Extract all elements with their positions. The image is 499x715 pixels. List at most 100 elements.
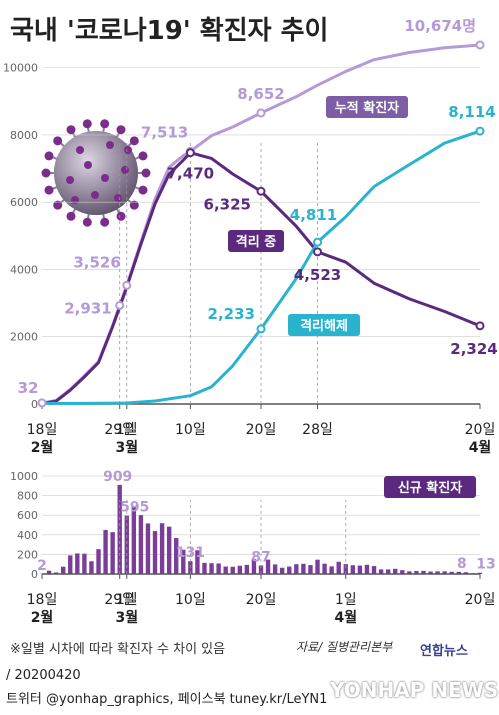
daily-bar — [145, 523, 151, 574]
data-label: 8,114 — [448, 103, 495, 121]
x-tick-label: 20일 — [465, 422, 496, 438]
daily-bar — [336, 561, 341, 574]
data-label: 32 — [18, 379, 39, 397]
virus-spike-tip — [82, 119, 92, 129]
virus-dot — [106, 141, 114, 149]
daily-bar — [294, 564, 299, 574]
virus-spike-tip — [44, 151, 54, 161]
series-tag: 격리 중 — [236, 234, 276, 250]
data-point — [475, 321, 485, 331]
series-tag-box — [288, 314, 360, 336]
daily-bar — [152, 531, 158, 574]
series-line — [42, 129, 481, 405]
daily-bar — [124, 515, 129, 574]
data-label: 2,233 — [208, 305, 255, 323]
daily-bar — [244, 564, 250, 574]
series-tag-box — [326, 96, 408, 118]
data-label: 6,325 — [204, 195, 251, 213]
daily-bar — [89, 561, 94, 574]
y-tick-label: 600 — [17, 509, 38, 522]
x-tick-label: 29일 — [104, 592, 135, 608]
daily-bar — [428, 571, 433, 574]
daily-bar — [407, 571, 412, 574]
daily-bar — [400, 570, 405, 574]
footnote: ※일별 시차에 따라 확진자 수 차이 있음 — [10, 642, 226, 657]
daily-bar — [435, 571, 440, 574]
data-label: 7,470 — [167, 165, 214, 183]
virus-spike-tip — [141, 168, 151, 178]
x-tick-month: 3월 — [115, 609, 138, 626]
virus-spike-tip — [100, 119, 110, 129]
bar-chart-title: 신규 확진자 — [398, 480, 462, 496]
daily-bar — [421, 570, 426, 574]
daily-bar — [251, 559, 257, 574]
data-point — [185, 148, 195, 158]
y-tick-label: 0 — [31, 568, 38, 581]
daily-bar — [68, 555, 73, 574]
x-tick-month: 2월 — [31, 439, 54, 456]
data-point — [475, 126, 485, 136]
virus-spike-tip — [116, 211, 126, 221]
y-tick-label: 8000 — [10, 129, 38, 142]
daily-bar — [61, 566, 66, 574]
virus-spike-tip — [129, 200, 139, 210]
virus-spike-tip — [138, 185, 148, 195]
daily-bar — [82, 553, 87, 574]
virus-spike-tip — [100, 217, 110, 227]
virus-dot — [121, 166, 129, 174]
daily-bar — [308, 565, 313, 574]
data-label: 10,674명 — [404, 17, 476, 35]
daily-bar — [287, 566, 292, 574]
virus-spike-tip — [53, 200, 63, 210]
daily-bar — [265, 559, 271, 574]
daily-bar — [463, 572, 469, 574]
daily-bar — [322, 563, 327, 574]
virus-spike-tip — [116, 125, 126, 135]
data-label: 2,931 — [64, 299, 111, 317]
virus-illustration — [41, 119, 151, 227]
daily-bar — [414, 571, 419, 574]
x-tick-label: 28일 — [302, 422, 333, 438]
x-tick-label: 29일 — [104, 422, 135, 438]
data-point — [313, 237, 323, 247]
bar-data-label: 13 — [476, 557, 495, 573]
x-tick-label: 18일 — [27, 422, 58, 438]
daily-bar — [174, 538, 179, 574]
daily-bar — [371, 566, 377, 574]
daily-bar — [378, 569, 384, 574]
daily-bar — [53, 572, 59, 574]
virus-spike-tip — [66, 125, 76, 135]
y-tick-label: 0 — [31, 398, 38, 411]
data-point — [256, 324, 266, 334]
y-tick-label: 2000 — [10, 331, 38, 344]
page-title: 국내 '코로나19' 확진자 추이 — [10, 16, 329, 46]
social-credit: 트위터 @yonhap_graphics, 페이스북 tuney.kr/LeYN… — [6, 692, 328, 707]
daily-bar — [237, 565, 242, 574]
x-tick-label: 1일 — [116, 592, 138, 608]
date-code: / 20200420 — [6, 668, 81, 683]
daily-bar — [350, 565, 356, 574]
virus-dot — [71, 196, 79, 204]
bar-data-label: 2 — [37, 558, 47, 574]
daily-bar — [159, 523, 165, 574]
virus-dot — [91, 191, 99, 199]
daily-bar — [343, 564, 348, 574]
daily-bar — [329, 566, 334, 574]
x-tick-month: 3월 — [115, 439, 138, 456]
daily-bar — [223, 566, 228, 574]
virus-dot — [114, 194, 122, 202]
data-label: 2,324 — [450, 340, 497, 358]
data-point — [37, 398, 47, 408]
daily-bar — [315, 559, 320, 574]
daily-bar — [181, 549, 186, 574]
series-tag: 누적 확진자 — [335, 100, 399, 116]
daily-bar — [357, 565, 363, 574]
x-tick-label: 20일 — [465, 592, 496, 608]
daily-bar — [131, 506, 137, 574]
data-label: 3,526 — [73, 253, 120, 271]
daily-bar — [385, 569, 391, 574]
daily-bar — [442, 571, 447, 574]
x-tick-label: 18일 — [27, 592, 58, 608]
daily-bar — [46, 570, 52, 574]
